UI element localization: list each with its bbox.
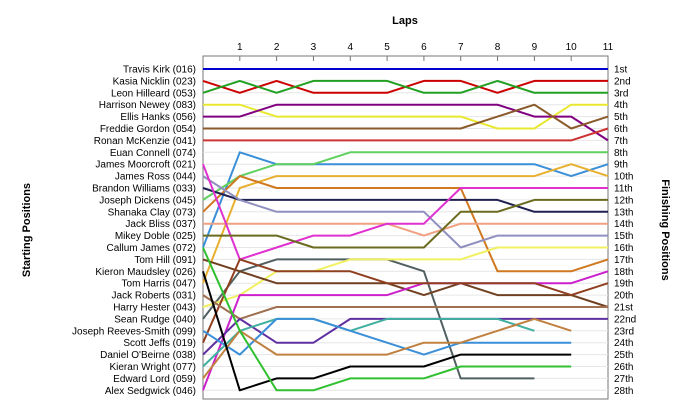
series-line [202,258,609,344]
series-line [202,317,535,368]
series-line [202,163,608,261]
start-label: Ronan McKenzie (041) [94,136,196,147]
start-label: Freddie Gordon (054) [100,124,196,135]
start-label: Kieran Wright (077) [109,362,196,373]
x-tick-label: 5 [384,42,390,53]
finish-label: 7th [614,136,628,147]
series-line [203,103,609,142]
finish-label: 26th [614,362,633,373]
series-line [203,103,608,130]
finish-label: 20th [614,291,633,302]
series-line [202,175,608,249]
finish-label: 6th [614,124,628,135]
start-label: Mikey Doble (025) [115,231,196,242]
series-line [203,127,609,142]
finish-label: 3rd [614,88,628,99]
start-label: James Ross (044) [115,172,196,183]
series-line [202,163,609,284]
finish-label: 11th [614,184,633,195]
series-line [202,270,609,391]
start-label: Ellis Hanks (056) [120,112,196,123]
chart-title: Laps [392,15,418,27]
start-label: Euan Connell (074) [110,148,196,159]
finish-label: 15th [614,231,633,242]
right-axis-title: Finishing Positions [659,179,671,280]
series-line [202,151,608,201]
start-label: Tom Hill (091) [134,255,196,266]
finish-label: 25th [614,350,633,361]
start-label: Sean Rudge (040) [114,314,196,325]
series-line [202,294,608,320]
finish-label: 18th [614,267,633,278]
x-tick-label: 7 [458,42,464,53]
start-label: Shanaka Clay (073) [108,207,196,218]
finish-label: 9th [614,160,628,171]
x-tick-label: 1 [237,42,243,53]
finish-label: 14th [614,219,633,230]
series-line [202,317,572,380]
finish-label: 13th [614,207,633,218]
series-line [202,175,609,273]
plot-area [202,55,609,400]
start-label: James Moorcroft (021) [95,160,196,171]
start-label: Joseph Reeves-Smith (099) [72,326,196,337]
start-label: Harrison Newey (083) [99,100,196,111]
start-label: Edward Lord (059) [113,374,196,385]
x-tick-label: 3 [311,42,317,53]
finish-label: 16th [614,243,633,254]
x-tick-label: 10 [566,42,578,53]
series-line [203,103,609,130]
start-label: Jack Roberts (031) [112,291,196,302]
series-line [202,246,608,308]
finish-label: 24th [614,338,633,349]
series-lines [202,68,609,392]
finish-label: 22nd [614,314,636,325]
finish-label: 17th [614,255,633,266]
series-line [203,222,608,237]
start-label: Daniel O'Beirne (038) [100,350,196,361]
finish-label: 1st [614,65,628,76]
finish-label: 27th [614,374,633,385]
x-tick-label: 9 [532,42,538,53]
finish-labels: 1st2nd3rd4th5th6th7th8th9th10th11th12th1… [614,65,636,397]
finish-label: 5th [614,112,628,123]
start-label: Leon Hilleard (053) [111,88,196,99]
x-tick-label: 2 [274,42,280,53]
finish-label: 21st [614,303,633,314]
finish-label: 12th [614,195,633,206]
left-axis-title: Starting Positions [21,183,33,277]
x-tick-label: 8 [495,42,501,53]
start-label: Scott Jeffs (019) [123,338,196,349]
series-line [202,187,608,213]
x-tick-label: 6 [421,42,427,53]
finish-label: 23rd [614,326,634,337]
finish-label: 4th [614,100,628,111]
x-tick-labels: 1 2 3 4 5 6 7 8 9 10 11 [237,42,614,53]
start-label: Callum James (072) [107,243,196,254]
start-label: Harry Hester (043) [113,303,196,314]
series-line [202,79,608,94]
finish-label: 2nd [614,76,631,87]
series-line [202,247,572,392]
series-line [202,271,572,392]
start-label: Travis Kirk (016) [123,65,196,76]
finish-label: 8th [614,148,628,159]
series-line [202,151,609,248]
x-tick-label: 4 [347,42,353,53]
start-label: Kasia Nicklin (023) [113,76,196,87]
start-label: Jack Bliss (037) [125,219,196,230]
finish-label: 28th [614,386,633,397]
series-line [202,317,572,356]
start-label: Kieron Maudsley (026) [95,267,196,278]
start-label: Alex Sedgwick (046) [105,386,196,397]
series-line [203,198,608,249]
finish-label: 10th [614,172,633,183]
x-tick-label: 11 [603,42,614,53]
start-label: Tom Harris (047) [122,279,196,290]
finish-label: 19th [614,279,633,290]
start-label: Brandon Williams (033) [92,184,196,195]
start-label: Joseph Dickens (045) [99,195,196,206]
start-labels: Travis Kirk (016)Kasia Nicklin (023)Leon… [72,65,196,397]
